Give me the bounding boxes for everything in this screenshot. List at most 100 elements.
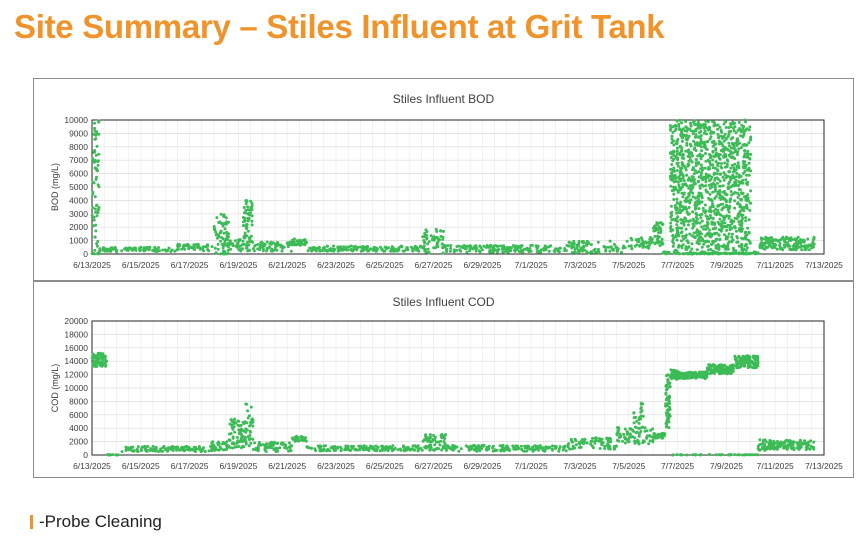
cod-data-point — [550, 447, 554, 451]
bod-data-point — [781, 248, 785, 252]
bod-data-point — [696, 126, 700, 130]
bod-data-point — [675, 228, 679, 232]
bod-data-point — [709, 135, 713, 139]
bod-data-point — [707, 248, 710, 252]
bod-data-point — [739, 209, 743, 213]
bod-data-point — [674, 124, 678, 128]
cod-data-point — [727, 371, 731, 375]
bod-data-point — [492, 246, 495, 250]
cod-data-point — [248, 429, 252, 433]
bod-data-point — [239, 249, 243, 253]
bod-xtick-label: 6/19/2025 — [219, 260, 257, 270]
cod-xtick-label: 6/15/2025 — [122, 461, 160, 471]
bod-data-point — [694, 133, 698, 137]
bod-data-point — [640, 238, 644, 242]
bod-data-point — [688, 184, 692, 188]
bod-data-point — [717, 161, 721, 165]
bod-data-point — [675, 169, 679, 172]
bod-data-point — [648, 237, 652, 241]
bod-data-point — [712, 131, 716, 134]
cod-data-point — [386, 448, 390, 452]
bod-data-point — [724, 199, 728, 203]
cod-data-point — [537, 448, 540, 452]
bod-data-point — [723, 161, 727, 165]
bod-data-point — [223, 221, 227, 225]
bod-data-point — [696, 241, 700, 245]
bod-data-point — [720, 162, 723, 165]
cod-data-point — [546, 446, 550, 450]
cod-data-point — [136, 445, 140, 449]
cod-data-point — [533, 448, 537, 452]
bod-data-point — [247, 212, 251, 216]
bod-data-point — [249, 199, 253, 203]
cod-data-point — [324, 444, 327, 448]
bod-data-point — [671, 240, 675, 244]
bod-data-point — [672, 157, 676, 161]
cod-data-point — [761, 440, 765, 444]
cod-ytick-label: 6000 — [69, 410, 88, 420]
bod-data-point — [680, 131, 684, 135]
bod-data-point — [795, 237, 799, 241]
bod-data-point — [449, 244, 453, 247]
bod-data-point — [729, 178, 733, 182]
cod-data-point — [162, 444, 166, 448]
cod-data-point — [218, 448, 222, 452]
bod-data-point — [719, 128, 723, 132]
bod-data-point — [803, 248, 807, 252]
bod-data-point — [729, 129, 733, 133]
bod-data-point — [673, 204, 677, 207]
bod-ytick-label: 1000 — [69, 236, 88, 246]
bod-data-point — [247, 236, 251, 240]
bod-data-point — [694, 149, 698, 152]
cod-data-point — [803, 439, 806, 443]
cod-data-point — [600, 443, 604, 447]
cod-data-point — [430, 439, 434, 443]
bod-data-point — [590, 250, 594, 254]
bod-data-point — [241, 239, 245, 243]
bod-data-point — [110, 246, 114, 250]
cod-data-point — [369, 444, 373, 448]
bod-data-point — [445, 248, 448, 252]
bod-data-point — [616, 247, 620, 251]
cod-data-point — [665, 388, 668, 392]
bod-data-point — [725, 203, 728, 207]
bod-data-point — [726, 186, 730, 190]
bod-data-point — [700, 225, 704, 229]
bod-data-point — [705, 220, 709, 224]
cod-data-point — [171, 445, 174, 448]
bod-data-point — [679, 173, 682, 177]
bod-data-point — [585, 250, 589, 254]
cod-data-point — [677, 373, 681, 377]
bod-data-point — [725, 162, 729, 166]
bod-data-point — [585, 242, 588, 246]
bod-data-point — [695, 248, 699, 252]
bod-data-point — [745, 152, 749, 156]
cod-data-point — [666, 386, 670, 390]
bod-data-point — [711, 150, 715, 154]
bod-data-point — [651, 226, 655, 230]
cod-data-point — [617, 427, 621, 431]
cod-data-point — [594, 436, 598, 440]
bod-data-point — [177, 243, 181, 247]
cod-data-point — [718, 367, 722, 371]
cod-data-point — [301, 439, 305, 442]
bod-data-point — [804, 244, 808, 248]
bod-data-point — [730, 141, 734, 145]
bod-data-point — [684, 236, 688, 239]
bod-data-point — [732, 166, 736, 170]
bod-data-point — [95, 242, 99, 246]
bod-data-point — [391, 245, 395, 249]
bod-data-point — [736, 191, 739, 195]
bod-ytick-label: 5000 — [69, 182, 88, 192]
cod-xtick-label: 7/1/2025 — [515, 461, 548, 471]
bod-data-point — [681, 127, 685, 131]
bod-data-point — [660, 237, 664, 241]
cod-data-point — [753, 453, 757, 457]
bod-data-point — [719, 223, 723, 227]
bod-data-point — [704, 240, 708, 244]
bod-data-point — [700, 149, 704, 153]
bod-data-point — [730, 235, 734, 239]
bod-data-point — [352, 247, 356, 251]
bod-data-point — [786, 241, 789, 245]
bod-data-point — [710, 185, 714, 189]
